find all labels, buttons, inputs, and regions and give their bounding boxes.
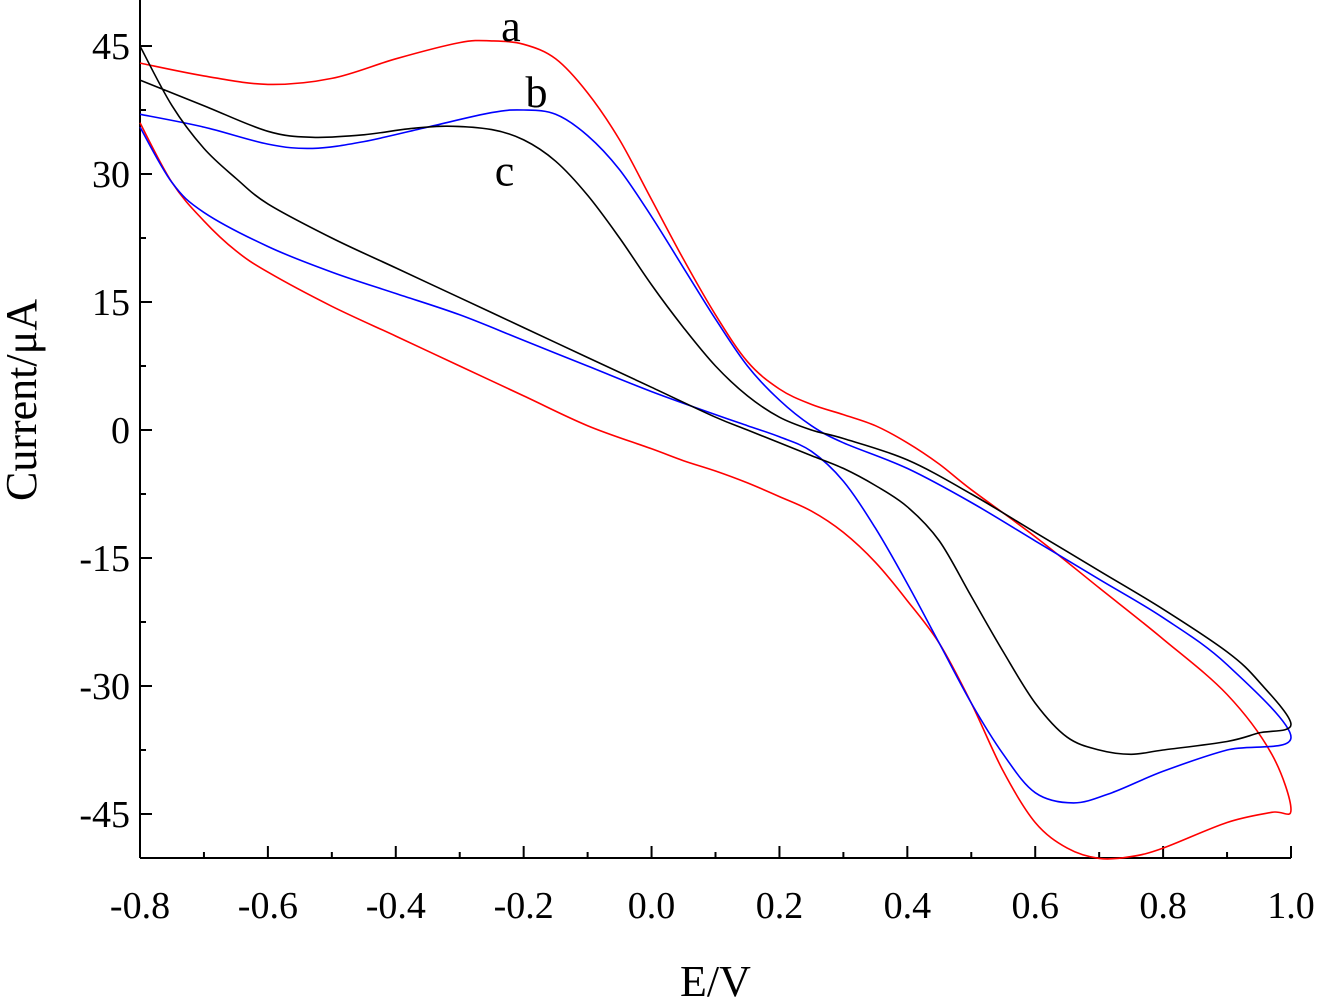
x-tick-label: 0.4 (884, 885, 932, 927)
y-axis-ticks: 45 30 15 0 -15 -30 -45 (79, 26, 152, 836)
series-b-curve (139, 109, 1292, 804)
x-tick-label: -0.2 (494, 885, 554, 927)
x-tick-label: -0.8 (110, 885, 170, 927)
x-axis-ticks: -0.8 -0.6 -0.4 -0.2 0.0 0.2 0.4 0.6 0.8 1.0 (110, 846, 1315, 927)
x-tick-label: -0.4 (366, 885, 426, 927)
y-tick-label: 30 (92, 154, 130, 196)
curve-label-c: c (495, 146, 515, 195)
series-c-curve (139, 45, 1292, 756)
y-axis-title: Current/μA (0, 299, 46, 501)
y-tick-label: 0 (111, 410, 130, 452)
x-tick-label: 0.0 (628, 885, 676, 927)
curve-label-a: a (501, 2, 521, 51)
y-tick-label: -30 (79, 666, 130, 708)
y-tick-label: -45 (79, 794, 130, 836)
x-tick-label: 1.0 (1267, 885, 1315, 927)
y-tick-label: -15 (79, 538, 130, 580)
x-tick-label: -0.6 (238, 885, 298, 927)
series-a-curve (139, 39, 1292, 860)
x-tick-label: 0.2 (756, 885, 804, 927)
x-tick-label: 0.6 (1011, 885, 1059, 927)
y-tick-label: 45 (92, 26, 130, 68)
y-tick-label: 15 (92, 282, 130, 324)
curve-labels: abc (495, 2, 548, 195)
axes (139, 0, 1291, 859)
curve-label-b: b (525, 68, 547, 117)
x-axis-title: E/V (680, 957, 751, 1000)
series-group (139, 39, 1292, 860)
x-tick-label: 0.8 (1139, 885, 1187, 927)
